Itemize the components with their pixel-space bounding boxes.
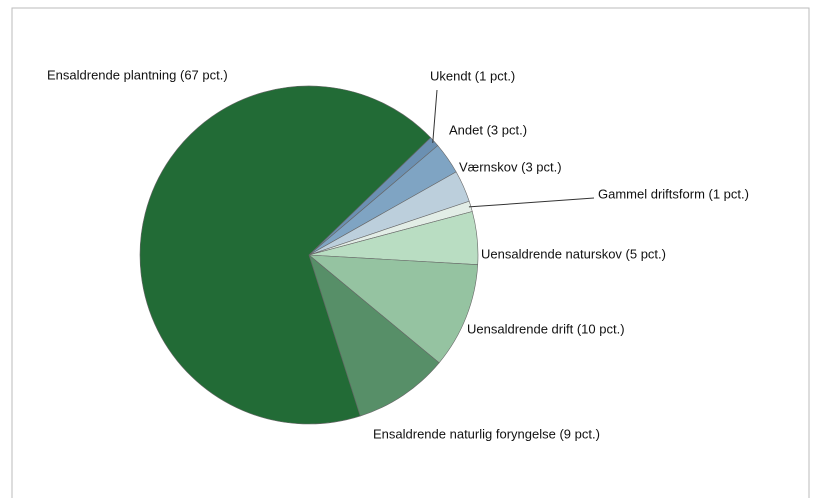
- pie-slice: [308, 254, 479, 364]
- slice-label: Ukendt (1 pct.): [430, 68, 515, 83]
- leader-line: [432, 89, 438, 143]
- slice-label: Ensaldrende plantning (67 pct.): [47, 67, 228, 82]
- slice-label: Gammel driftsform (1 pct.): [598, 186, 749, 201]
- pie-slice: [139, 85, 431, 425]
- slice-label: Værnskov (3 pct.): [459, 159, 562, 174]
- slice-label: Andet (3 pct.): [449, 122, 527, 137]
- slice-label: Uensaldrende naturskov (5 pct.): [481, 246, 666, 261]
- slice-label: Uensaldrende drift (10 pct.): [467, 321, 625, 336]
- slice-label: Ensaldrende naturlig foryngelse (9 pct.): [373, 426, 600, 441]
- leader-line: [468, 197, 595, 208]
- pie-slice: [308, 254, 440, 417]
